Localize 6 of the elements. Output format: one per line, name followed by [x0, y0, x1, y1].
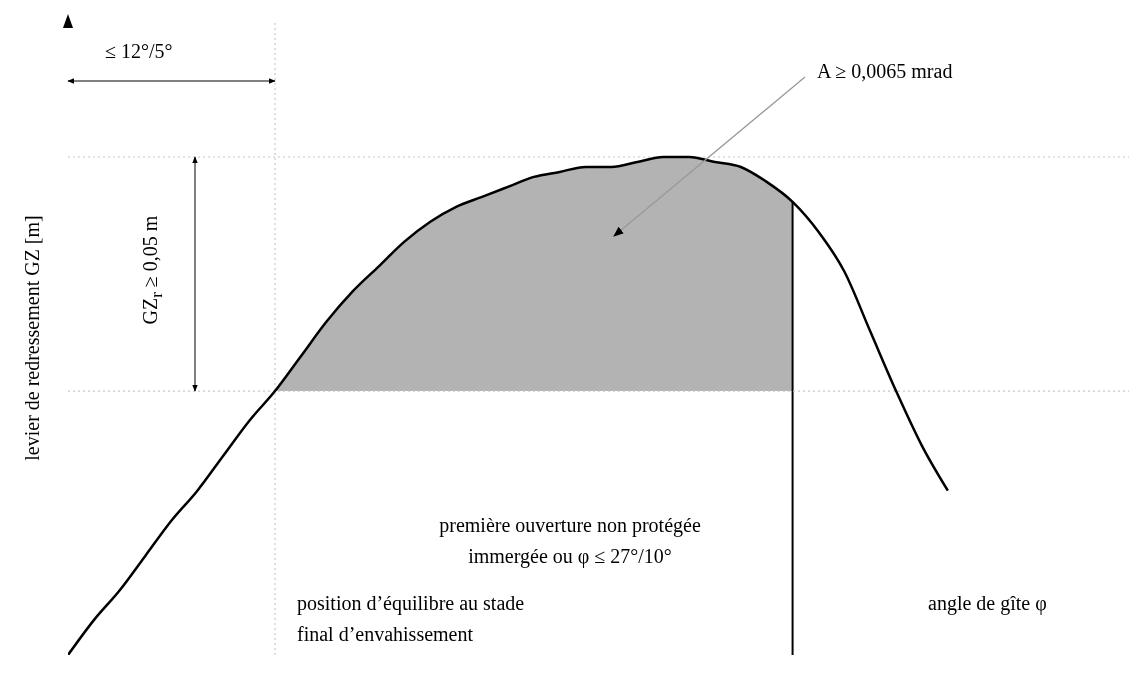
text: A ≥ 0,0065 mrad — [817, 59, 953, 84]
y-axis-title: levier de redressement GZ [m] — [19, 214, 44, 461]
annotation: première ouverture non protégée immergée ou φ ≤ 27°/10° — [439, 513, 701, 570]
annotation: position d’équilibre au stade final d’envahissement — [297, 591, 525, 647]
x-axis-title: angle de gîte φ — [928, 591, 1047, 617]
text: ≤ 12°/5° — [105, 39, 173, 64]
